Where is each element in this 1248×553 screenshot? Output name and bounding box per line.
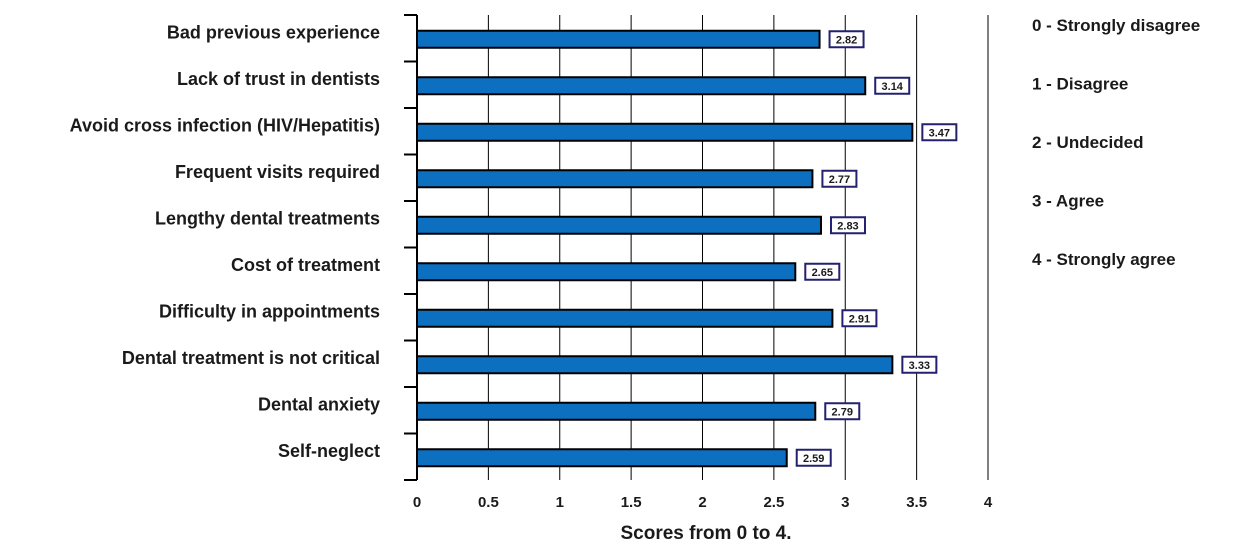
data-label: 2.77 xyxy=(829,174,850,186)
data-label: 3.14 xyxy=(882,81,904,93)
category-label: Frequent visits required xyxy=(175,162,380,182)
category-label: Dental anxiety xyxy=(258,394,380,414)
data-label-box xyxy=(821,169,858,188)
bars xyxy=(416,29,914,468)
x-tick-label: 3.5 xyxy=(906,494,927,511)
scale-legend: 0 - Strongly disagree 1 - Disagree 2 - Und… xyxy=(1032,16,1200,269)
bar xyxy=(416,29,821,49)
data-label: 2.83 xyxy=(837,220,858,232)
legend-item: 2 - Undecided xyxy=(1032,133,1143,152)
bar xyxy=(416,169,814,189)
bar xyxy=(416,401,817,421)
category-label: Bad previous experience xyxy=(167,22,380,42)
y-axis xyxy=(404,14,418,481)
data-label-box xyxy=(824,402,861,421)
data-label-box xyxy=(829,216,866,235)
legend-item: 0 - Strongly disagree xyxy=(1032,16,1200,35)
data-label-box xyxy=(921,123,958,142)
x-tick-label: 2.5 xyxy=(763,494,784,511)
data-labels: 2.82 3.14 3.47 2.77 2.83 2.65 2.91 3.33 2.79 2.59 xyxy=(795,30,958,467)
data-label: 2.59 xyxy=(803,453,824,465)
data-label: 2.82 xyxy=(836,34,857,46)
x-axis-title: Scores from 0 to 4. xyxy=(620,523,791,544)
bar xyxy=(416,448,788,468)
x-tick-label: 2 xyxy=(698,494,706,511)
category-label: Avoid cross infection (HIV/Hepatitis) xyxy=(70,115,380,135)
data-label: 2.91 xyxy=(849,313,870,325)
x-tick-label: 4 xyxy=(984,494,993,511)
legend-item: 3 - Agree xyxy=(1032,192,1104,211)
category-label: Lack of trust in dentists xyxy=(177,69,380,89)
data-label-box xyxy=(841,309,878,328)
data-label-box xyxy=(795,448,832,467)
data-label-box xyxy=(901,355,938,374)
data-label: 3.47 xyxy=(929,127,950,139)
data-label-box xyxy=(874,76,911,95)
data-label: 3.33 xyxy=(909,360,930,372)
data-label: 2.79 xyxy=(832,406,853,418)
x-tick-labels: 0 0.5 1 1.5 2 2.5 3 3.5 4 xyxy=(413,494,993,511)
category-label: Dental treatment is not critical xyxy=(122,348,380,368)
data-label-box xyxy=(828,30,865,49)
x-tick-label: 3 xyxy=(841,494,849,511)
bar xyxy=(416,122,914,142)
bar xyxy=(416,308,834,328)
data-label-box xyxy=(804,262,841,281)
bar xyxy=(416,355,894,375)
bar xyxy=(416,76,867,96)
legend-item: 4 - Strongly agree xyxy=(1032,250,1176,269)
legend-item: 1 - Disagree xyxy=(1032,75,1128,94)
category-label: Self-neglect xyxy=(278,441,380,461)
category-label: Cost of treatment xyxy=(231,255,380,275)
category-label: Difficulty in appointments xyxy=(159,301,380,321)
x-tick-label: 0.5 xyxy=(478,494,499,511)
data-label: 2.65 xyxy=(812,267,833,279)
x-tick-label: 1 xyxy=(556,494,564,511)
x-tick-label: 0 xyxy=(413,494,421,511)
bar xyxy=(416,215,822,235)
bar xyxy=(416,262,797,282)
category-label: Lengthy dental treatments xyxy=(155,208,380,228)
x-tick-label: 1.5 xyxy=(621,494,642,511)
category-labels: Bad previous experience Lack of trust in … xyxy=(70,22,380,461)
